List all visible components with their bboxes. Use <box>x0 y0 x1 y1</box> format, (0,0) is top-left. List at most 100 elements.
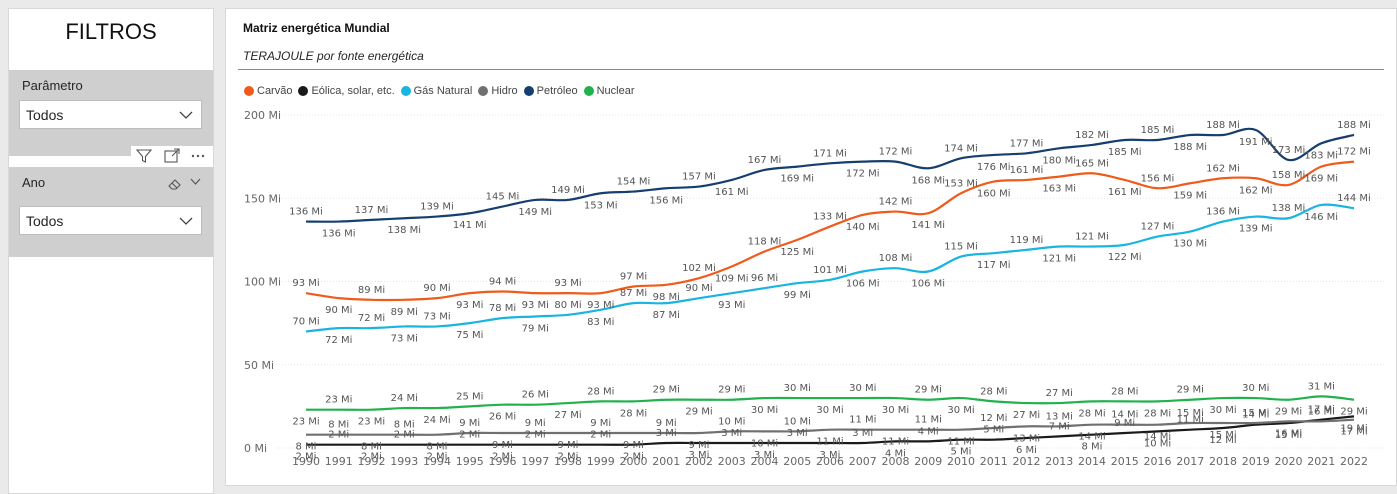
data-label: 26 Mi <box>489 412 516 423</box>
data-label: 15 Mi <box>1242 408 1269 419</box>
series-line <box>306 395 1355 411</box>
ano-dropdown[interactable]: Todos <box>19 206 202 235</box>
y-tick-label: 100 Mi <box>244 276 281 289</box>
data-label: 169 Mi <box>1304 174 1338 185</box>
data-label: 138 Mi <box>387 225 421 236</box>
data-label: 78 Mi <box>489 303 516 314</box>
data-label: 93 Mi <box>554 278 581 289</box>
x-tick-label: 1999 <box>587 455 615 468</box>
more-options-icon[interactable] <box>189 147 207 165</box>
data-label: 24 Mi <box>391 393 418 404</box>
legend-item[interactable]: Carvão <box>244 85 292 97</box>
data-label: 185 Mi <box>1141 125 1175 136</box>
data-label: 27 Mi <box>1013 410 1040 421</box>
x-tick-label: 2017 <box>1176 455 1204 468</box>
data-label: 15 Mi <box>1177 408 1204 419</box>
x-tick-label: 2013 <box>1045 455 1073 468</box>
series-line <box>305 127 1355 223</box>
chevron-down-icon[interactable] <box>190 178 201 185</box>
data-label: 12 Mi <box>980 413 1007 424</box>
data-label: 9 Mi <box>459 418 480 429</box>
data-label: 144 Mi <box>1337 193 1371 204</box>
eraser-icon[interactable] <box>167 177 183 191</box>
data-label: 158 Mi <box>1272 170 1306 181</box>
data-label: 8 Mi <box>328 420 349 431</box>
data-label: 79 Mi <box>522 323 549 334</box>
data-label: 102 Mi <box>682 263 716 274</box>
data-label: 13 Mi <box>1046 411 1073 422</box>
data-label: 70 Mi <box>292 316 319 327</box>
x-tick-label: 2000 <box>620 455 648 468</box>
x-tick-label: 1997 <box>521 455 549 468</box>
data-label: 14 Mi <box>1078 432 1105 443</box>
x-tick-label: 1994 <box>423 455 451 468</box>
visual-header-icons <box>131 146 213 166</box>
data-label: 159 Mi <box>1173 190 1207 201</box>
x-tick-label: 2011 <box>980 455 1008 468</box>
legend-label: Petróleo <box>536 85 578 97</box>
data-label: 5 Mi <box>951 447 972 458</box>
parametro-slicer: Parâmetro Todos <box>9 70 213 156</box>
data-label: 3 Mi <box>689 450 710 461</box>
filter-icon[interactable] <box>135 147 153 165</box>
data-label: 139 Mi <box>1239 224 1273 235</box>
data-label: 142 Mi <box>879 197 913 208</box>
data-label: 28 Mi <box>1078 408 1105 419</box>
x-tick-label: 2002 <box>685 455 713 468</box>
data-label: 30 Mi <box>849 383 876 394</box>
parametro-dropdown[interactable]: Todos <box>19 100 202 129</box>
focus-mode-icon[interactable] <box>163 147 181 165</box>
data-label: 87 Mi <box>653 310 680 321</box>
x-tick-label: 2003 <box>718 455 746 468</box>
data-label: 140 Mi <box>846 222 880 233</box>
data-label: 93 Mi <box>456 300 483 311</box>
data-label: 28 Mi <box>1144 408 1171 419</box>
data-label: 30 Mi <box>784 383 811 394</box>
y-tick-label: 50 Mi <box>244 359 274 372</box>
data-label: 174 Mi <box>944 143 978 154</box>
data-label: 80 Mi <box>554 300 581 311</box>
data-label: 182 Mi <box>1075 130 1109 141</box>
data-label: 30 Mi <box>1209 405 1236 416</box>
data-label: 171 Mi <box>813 148 847 159</box>
data-label: 31 Mi <box>1308 381 1335 392</box>
x-tick-label: 1990 <box>292 455 320 468</box>
data-label: 172 Mi <box>1337 147 1371 158</box>
legend-item[interactable]: Eólica, solar, etc. <box>298 85 395 97</box>
data-label: 98 Mi <box>653 292 680 303</box>
x-tick-label: 1996 <box>489 455 517 468</box>
x-tick-label: 2010 <box>947 455 975 468</box>
data-label: 156 Mi <box>649 195 683 206</box>
data-label: 177 Mi <box>1010 138 1044 149</box>
data-label: 16 Mi <box>1275 428 1302 439</box>
data-label: 2 Mi <box>427 452 448 463</box>
legend-label: Nuclear <box>596 85 635 97</box>
data-label: 89 Mi <box>391 307 418 318</box>
legend-item[interactable]: Petróleo <box>523 85 578 97</box>
data-label: 8 Mi <box>1082 442 1103 453</box>
data-label: 2 Mi <box>590 430 611 441</box>
data-label: 11 Mi <box>915 415 942 426</box>
data-label: 161 Mi <box>1010 165 1044 176</box>
legend-item[interactable]: Nuclear <box>583 85 635 97</box>
data-label: 163 Mi <box>1042 184 1076 195</box>
data-label: 139 Mi <box>420 202 454 213</box>
x-tick-label: 2014 <box>1078 455 1106 468</box>
legend-label: Hidro <box>491 85 518 97</box>
legend-item[interactable]: Gás Natural <box>400 85 472 97</box>
data-label: 109 Mi <box>715 274 749 285</box>
legend-item[interactable]: Hidro <box>478 85 518 97</box>
data-label: 125 Mi <box>780 247 814 258</box>
x-tick-label: 1998 <box>554 455 582 468</box>
data-label: 29 Mi <box>915 385 942 396</box>
data-label: 11 Mi <box>849 415 876 426</box>
data-label: 90 Mi <box>685 283 712 294</box>
data-label: 9 Mi <box>1114 418 1135 429</box>
data-label: 2 Mi <box>558 452 579 463</box>
data-label: 29 Mi <box>1340 407 1367 418</box>
data-label: 106 Mi <box>846 279 880 290</box>
data-label: 24 Mi <box>423 415 450 426</box>
data-label: 118 Mi <box>748 237 782 248</box>
title-divider <box>238 69 1384 70</box>
data-label: 106 Mi <box>911 279 945 290</box>
